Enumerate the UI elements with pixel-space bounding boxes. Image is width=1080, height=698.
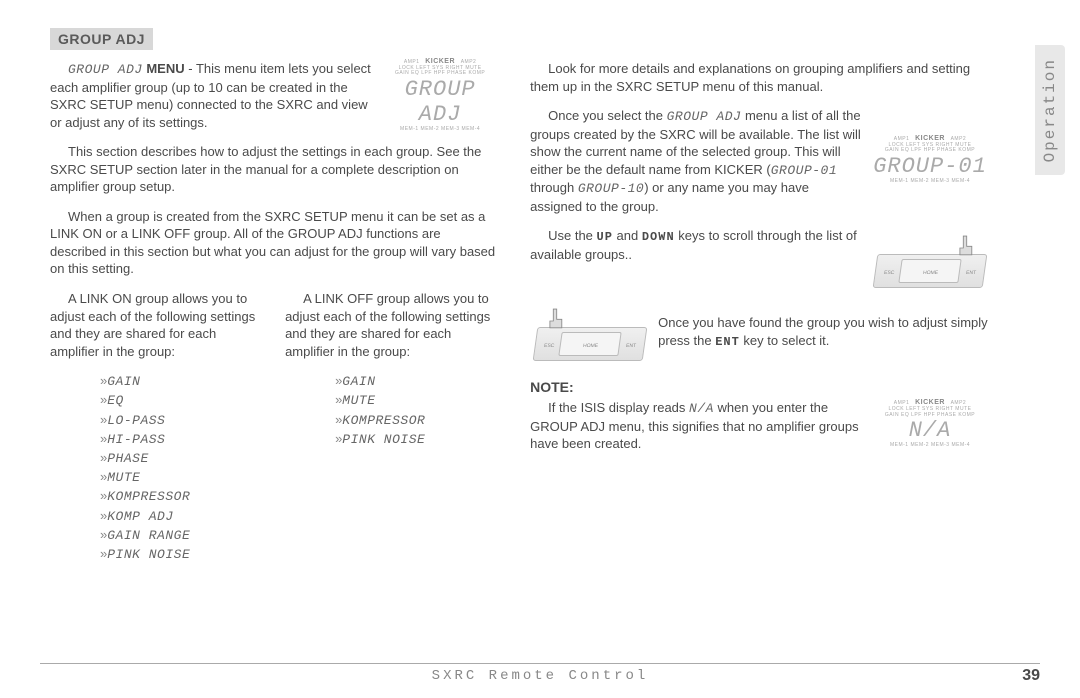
link-on-lead: A LINK ON group allows you to adjust eac… (50, 290, 265, 360)
note-heading: NOTE: (530, 379, 990, 395)
link-on-list: »GAIN »EQ »LO-PASS »HI-PASS »PHASE »MUTE… (100, 372, 265, 564)
intro-paragraph-2: This section describes how to adjust the… (50, 143, 500, 196)
lcd-display-group-01: AMP1 KICKER AMP2 LOCK LEFT SYS RIGHT MUT… (870, 135, 990, 184)
footer-title: SXRC Remote Control (432, 668, 649, 684)
side-tab-operation: Operation (1035, 45, 1065, 175)
link-off-lead: A LINK OFF group allows you to adjust ea… (285, 290, 500, 360)
lcd-display-group-adj: AMP1 KICKER AMP2 LOCK LEFT SYS RIGHT MUT… (380, 58, 500, 132)
lcd-main-text: N/A (870, 418, 990, 443)
nav-graphic-left: ESCHOMEENT (530, 302, 650, 365)
lcd-main-text: GROUP-01 (870, 154, 990, 179)
link-on-column: A LINK ON group allows you to adjust eac… (50, 290, 265, 564)
intro-paragraph-3: When a group is created from the SXRC SE… (50, 208, 500, 278)
section-header: GROUP ADJ (50, 28, 153, 50)
page-number: 39 (1022, 667, 1040, 685)
right-paragraph-1: Look for more details and explanations o… (530, 60, 990, 95)
pointing-hand-icon (948, 231, 982, 265)
right-column: Look for more details and explanations o… (530, 60, 990, 564)
lcd-main-text: GROUP ADJ (380, 77, 500, 127)
left-column: AMP1 KICKER AMP2 LOCK LEFT SYS RIGHT MUT… (50, 60, 500, 564)
link-off-list: »GAIN »MUTE »KOMPRESSOR »PINK NOISE (335, 372, 500, 449)
lcd-display-na: AMP1 KICKER AMP2 LOCK LEFT SYS RIGHT MUT… (870, 399, 990, 448)
nav-graphic-right: ESCHOMEENT (870, 229, 990, 292)
page-footer: SXRC Remote Control 39 (0, 663, 1080, 684)
side-tab-label: Operation (1041, 58, 1059, 162)
pointing-hand-icon (538, 304, 572, 338)
link-off-column: A LINK OFF group allows you to adjust ea… (285, 290, 500, 564)
